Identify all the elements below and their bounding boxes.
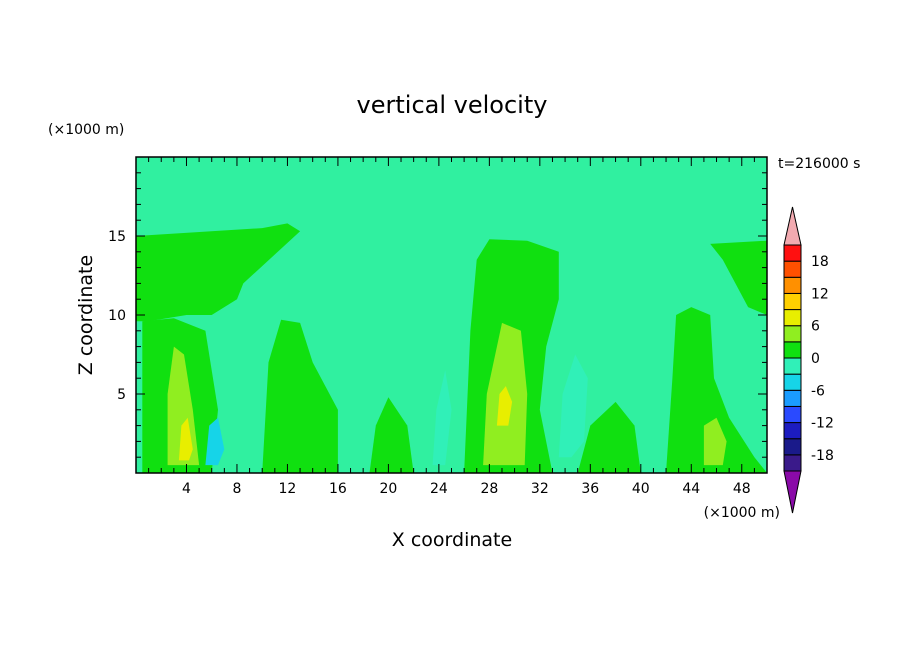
x-tick-label: 44 <box>682 481 700 497</box>
plot-background <box>136 157 767 473</box>
colorbar-segment <box>783 373 802 391</box>
colorbar-over-triangle <box>783 206 802 246</box>
contour-region <box>496 386 513 426</box>
contour-region <box>369 397 414 473</box>
contour-region <box>577 401 641 473</box>
colorbar-segment <box>783 244 802 262</box>
contour-region <box>432 370 452 466</box>
contour-region <box>178 417 193 461</box>
colorbar-label: -12 <box>811 416 834 432</box>
contour-region <box>710 240 767 315</box>
y-tick-label: 15 <box>108 229 126 245</box>
colorbar-label: 18 <box>811 254 829 270</box>
colorbar-label: -18 <box>811 448 834 464</box>
y-tick-label: 5 <box>117 387 126 403</box>
colorbar-segment <box>783 276 802 294</box>
colorbar-segment <box>783 292 802 311</box>
colorbar-segment <box>783 260 802 278</box>
x-tick-label: 8 <box>232 481 241 497</box>
colorbar-segment <box>783 389 802 407</box>
x-tick-label: 12 <box>279 481 297 497</box>
colorbar-label: 6 <box>811 319 820 335</box>
y-unit-label: (×1000 m) <box>48 122 124 138</box>
x-tick-label: 28 <box>480 481 498 497</box>
colorbar-segment <box>783 405 802 424</box>
colorbar-segment <box>783 357 802 375</box>
contour-regions <box>136 223 767 473</box>
colorbar-label: 12 <box>811 286 829 302</box>
y-axis-label: Z coordinate <box>75 255 97 375</box>
x-tick-label: 48 <box>733 481 751 497</box>
colorbar-segment <box>783 454 802 472</box>
x-tick-label: 4 <box>182 481 191 497</box>
colorbar-segment <box>783 309 802 327</box>
contour-region <box>167 346 200 466</box>
colorbar-label: -6 <box>811 383 825 399</box>
time-label: t=216000 s <box>778 156 860 172</box>
colorbar-segment <box>783 341 802 359</box>
x-unit-label: (×1000 m) <box>704 505 780 521</box>
colorbar-segment <box>783 325 802 343</box>
contour-region <box>703 417 727 466</box>
colorbar-segment <box>783 422 802 440</box>
x-tick-label: 24 <box>430 481 448 497</box>
x-tick-label: 16 <box>329 481 347 497</box>
x-tick-label: 20 <box>379 481 397 497</box>
colorbar-segment <box>783 438 802 456</box>
y-tick-label: 10 <box>108 308 126 324</box>
colorbar-under-triangle <box>783 470 802 514</box>
contour-region <box>666 307 767 473</box>
contour-region <box>136 223 301 322</box>
colorbar-label: 0 <box>811 351 820 367</box>
contour-region <box>262 319 338 473</box>
x-tick-label: 40 <box>632 481 650 497</box>
x-tick-label: 32 <box>531 481 549 497</box>
colorbar: 18 12 6 0 -6 -12 -18 <box>783 206 834 514</box>
contour-region <box>205 417 225 466</box>
chart-title: vertical velocity <box>357 91 548 119</box>
x-tick-label: 36 <box>581 481 599 497</box>
x-axis-label: X coordinate <box>392 529 512 551</box>
contour-region <box>558 354 588 458</box>
